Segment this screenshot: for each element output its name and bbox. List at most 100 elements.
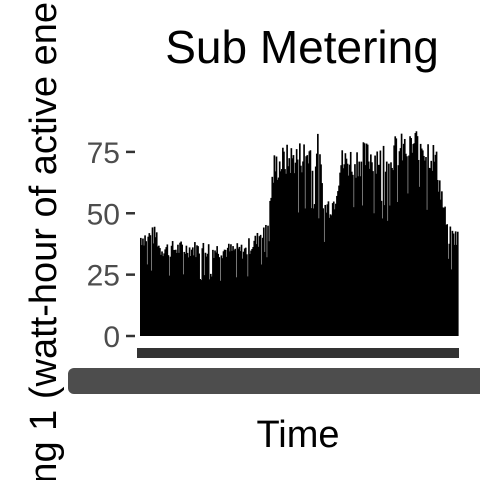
data-bar: [437, 191, 440, 336]
data-bar: [391, 167, 393, 336]
data-bar: [430, 160, 433, 336]
data-bar: [150, 270, 153, 336]
data-bar: [199, 279, 202, 336]
data-bar: [340, 165, 342, 336]
data-bar: [187, 257, 190, 336]
data-bar: [311, 170, 314, 336]
data-bar: [386, 220, 389, 336]
data-bar: [307, 163, 310, 336]
data-bar: [224, 249, 227, 336]
data-bar: [297, 212, 300, 336]
data-bar: [416, 136, 419, 336]
data-bar: [423, 155, 425, 336]
data-bar: [374, 155, 376, 336]
data-bar: [254, 235, 257, 336]
data-bar: [418, 186, 421, 336]
data-bar: [352, 174, 354, 336]
data-bar: [308, 151, 311, 336]
data-bar: [337, 191, 339, 336]
data-bar: [341, 150, 344, 336]
data-bar: [256, 232, 259, 336]
data-bar: [379, 150, 382, 336]
data-bar: [203, 275, 206, 336]
data-bar: [185, 245, 188, 336]
data-bar: [161, 251, 163, 336]
data-bar: [419, 143, 422, 336]
data-bar: [367, 161, 370, 336]
data-bar: [174, 249, 177, 336]
data-bar: [214, 250, 216, 336]
data-bar: [321, 183, 323, 336]
data-bar: [348, 164, 351, 336]
data-bar: [229, 251, 231, 336]
data-bar: [397, 165, 400, 336]
data-bar: [232, 246, 234, 336]
data-bar: [400, 133, 403, 336]
data-bar: [276, 179, 279, 336]
data-bar: [428, 167, 430, 336]
data-bar: [242, 251, 245, 336]
data-bar: [266, 257, 268, 336]
data-bar: [259, 234, 262, 336]
data-bar: [358, 161, 361, 336]
data-bar: [317, 133, 319, 336]
data-bar: [218, 257, 221, 336]
data-bar: [450, 269, 453, 336]
data-bar: [271, 176, 274, 336]
data-bar: [200, 280, 203, 336]
data-bar: [456, 231, 459, 336]
data-bar: [306, 155, 309, 336]
data-bar: [233, 250, 235, 336]
data-bar: [257, 246, 260, 336]
data-bar: [335, 203, 337, 336]
data-bar: [275, 156, 278, 336]
data-bar: [284, 169, 286, 336]
data-bar: [250, 250, 252, 336]
data-bar: [173, 249, 176, 336]
data-bar: [318, 218, 320, 336]
data-bar: [252, 246, 255, 336]
data-bar: [451, 230, 454, 336]
data-bar: [354, 164, 356, 336]
data-bar: [302, 161, 304, 336]
data-bar: [407, 193, 409, 336]
data-bar: [439, 199, 442, 336]
data-bar: [169, 256, 172, 336]
data-bar: [213, 257, 215, 336]
data-bar: [402, 143, 405, 336]
data-bar: [184, 253, 187, 336]
data-bar: [152, 243, 155, 336]
data-bar: [359, 176, 362, 336]
data-bar: [220, 255, 223, 336]
data-bar: [278, 161, 281, 336]
data-bar: [176, 252, 178, 336]
data-bar: [230, 244, 232, 336]
data-bar: [385, 161, 388, 336]
data-bar: [231, 250, 233, 336]
data-bar: [177, 244, 179, 336]
data-bar: [444, 206, 446, 336]
x-axis-strip: [137, 348, 459, 358]
data-bar: [375, 173, 377, 336]
data-bar: [149, 235, 152, 336]
data-bar: [198, 253, 200, 336]
data-bar: [221, 258, 224, 336]
data-bar: [290, 148, 293, 336]
data-bar: [329, 214, 332, 336]
data-bars: [140, 131, 459, 336]
data-bar: [339, 172, 341, 336]
data-bar: [393, 145, 395, 336]
data-bar: [429, 168, 432, 336]
data-bar: [384, 171, 387, 336]
data-bar: [412, 144, 415, 336]
data-bar: [171, 241, 174, 336]
data-bar: [190, 249, 193, 336]
y-tick-label: 50: [87, 198, 120, 231]
data-bar: [436, 179, 439, 336]
data-bar: [268, 241, 270, 336]
data-bar: [226, 247, 229, 336]
data-bar: [424, 160, 426, 336]
data-bar: [395, 138, 398, 336]
data-bar: [449, 226, 452, 336]
data-bar: [342, 168, 345, 336]
